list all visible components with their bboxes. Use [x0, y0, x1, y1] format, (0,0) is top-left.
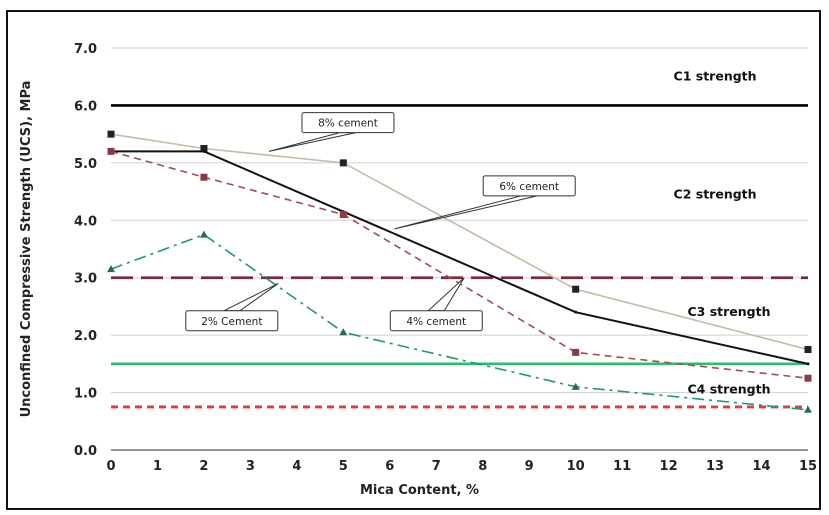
series-3-point	[107, 265, 115, 273]
series-1-point	[574, 310, 578, 314]
x-tick-label: 1	[153, 459, 162, 474]
x-tick-label: 3	[246, 459, 255, 474]
series-line-2	[110, 150, 809, 380]
x-axis-label: Mica Content, %	[360, 483, 479, 498]
x-tick-label: 14	[752, 459, 770, 474]
callout-label: 6% cement	[499, 181, 559, 193]
callout-pointer	[268, 132, 357, 152]
y-tick-label: 4.0	[74, 214, 97, 229]
x-tick-label: 2	[199, 459, 208, 474]
series-3-point	[804, 405, 812, 413]
series-0-point	[200, 145, 208, 152]
series-3-point	[199, 230, 208, 238]
series-layer	[107, 130, 812, 413]
y-tick-label: 6.0	[74, 99, 97, 114]
x-tick-label: 4	[292, 459, 301, 474]
x-tick-label: 7	[432, 459, 441, 474]
series-0-point	[804, 346, 812, 353]
callout-label: 4% cement	[406, 316, 466, 328]
callout-pointer	[394, 195, 538, 230]
series-3-point	[571, 382, 580, 390]
band-label: C2 strength	[674, 186, 757, 201]
y-tick-label: 7.0	[74, 42, 97, 57]
series-1-point	[202, 149, 206, 153]
x-tick-label: 6	[385, 459, 394, 474]
x-tick-label: 5	[339, 459, 348, 474]
series-2-point	[200, 173, 208, 181]
chart-frame	[6, 10, 821, 510]
callout-box	[389, 310, 483, 332]
y-tick-label: 0.0	[74, 444, 97, 459]
x-tick-label: 9	[525, 459, 534, 474]
x-tick-label: 0	[106, 459, 115, 474]
reference-lines: C1 strength C2 strength C3 strength C4 stre…	[111, 69, 808, 409]
callout-label: 2% Cement	[201, 316, 262, 328]
y-tick-label: 2.0	[74, 329, 97, 344]
callout-label: 8% cement	[318, 118, 378, 130]
callout-box	[482, 175, 576, 197]
x-tick-label: 12	[660, 459, 678, 474]
series-2-point	[804, 374, 812, 382]
callout-pointer	[426, 277, 465, 312]
series-0-point	[572, 285, 580, 293]
callout-pointer	[223, 283, 279, 312]
series-2-point	[339, 211, 347, 219]
x-tick-label: 10	[567, 459, 585, 474]
x-tick-label: 15	[799, 459, 817, 474]
series-2-point	[572, 348, 580, 356]
callout-box	[185, 310, 279, 332]
axis-layer: Unconfined Compressive Strength (UCS), M…	[19, 81, 479, 498]
y-tick-label: 5.0	[74, 157, 97, 172]
grid-layer: 0.01.02.03.04.05.06.07.00 1 2 3 4 5 6 7 8 9 10 11 12…	[74, 42, 817, 474]
series-0-point	[107, 130, 115, 138]
band-label: C4 strength	[687, 382, 770, 397]
series-0-point	[339, 159, 347, 167]
band-label: C3 strength	[687, 304, 770, 319]
x-tick-label: 11	[613, 459, 631, 474]
series-3-point	[339, 328, 348, 336]
y-tick-label: 3.0	[74, 272, 97, 287]
y-tick-label: 1.0	[74, 387, 97, 402]
callout-layer: 8% cement 6% cement 2% Cement 4% cement	[185, 112, 576, 332]
series-line-1	[111, 150, 809, 365]
x-tick-label: 13	[706, 459, 724, 474]
x-tick-label: 8	[478, 459, 487, 474]
band-label: C1 strength	[674, 69, 757, 84]
series-2-point	[107, 147, 115, 155]
callout-box	[301, 112, 395, 134]
y-axis-label: Unconfined Compressive Strength (UCS), M…	[19, 81, 34, 418]
series-1-point	[806, 362, 810, 366]
